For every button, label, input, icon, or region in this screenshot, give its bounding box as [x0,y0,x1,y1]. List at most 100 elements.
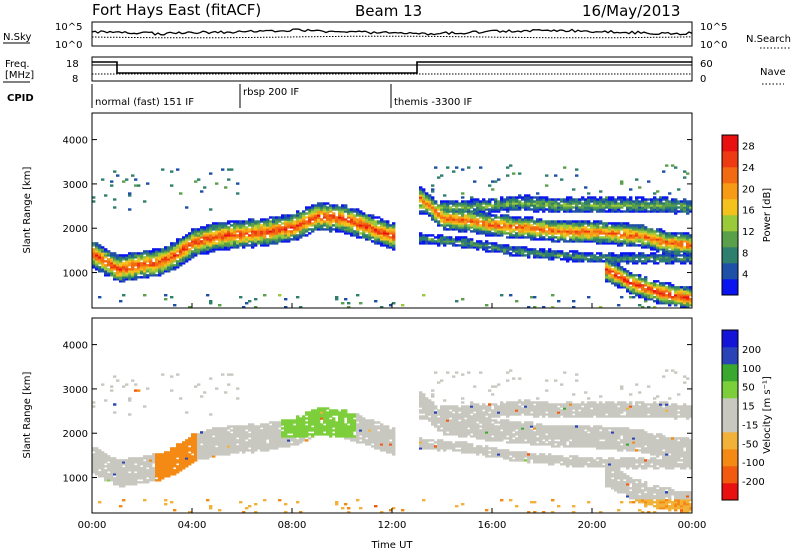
y-tick-label: 3000 [63,180,88,191]
power-cell [104,264,107,266]
power-cell [440,234,443,236]
velocity-cell [203,391,206,393]
power-cell [461,298,464,300]
power-cell [653,300,656,302]
velocity-cell [92,401,95,403]
power-cell [665,282,668,284]
power-cell [620,252,623,254]
power-cell [569,236,572,238]
power-cell [482,198,485,200]
power-cell [371,240,374,242]
power-cell [503,214,506,216]
freq-tick-top: 18 [66,59,79,70]
velocity-cell [134,383,137,385]
power-cell [122,294,125,296]
power-cell [359,302,362,304]
power-cell [116,174,119,176]
velocity-cell [167,451,170,453]
velocity-cell [143,405,146,407]
power-cell [506,244,509,246]
power-cell [473,242,476,244]
freq-label-line1: Freq. [5,59,30,70]
velocity-cell [248,439,251,441]
power-cell [671,284,674,286]
power-cell [248,228,251,230]
velocity-cell [350,413,353,415]
power-cell [134,184,137,186]
power-cell [509,216,512,218]
velocity-cell [239,425,242,427]
velocity-cell [287,419,290,421]
power-cell [653,280,656,282]
power-cell [686,172,689,174]
power-cell [644,242,647,244]
power-cell [563,198,566,200]
power-cell [260,218,263,220]
power-cell [641,196,644,198]
power-cell [437,176,440,178]
power-cell [239,296,242,298]
velocity-cell [236,387,239,389]
velocity-cell [107,455,110,457]
power-cell [128,192,131,194]
power-cell [113,252,116,254]
power-cell [638,224,641,226]
velocity-cell [188,453,191,455]
power-cell [674,286,677,288]
power-cell [494,220,497,222]
power-cell [641,278,644,280]
velocity-data-cells [92,369,692,513]
power-cell [635,244,638,246]
velocity-cell [116,459,119,461]
power-cell [662,282,665,284]
power-cell [281,222,284,224]
power-cell [467,166,470,168]
power-cell [653,296,656,298]
power-cell [515,232,518,234]
velocity-cell [218,427,221,429]
power-cell [176,238,179,240]
power-cell [245,220,248,222]
cpid-row: CPID normal (fast) 151 IF rbsp 200 IF th… [7,84,473,108]
power-cell [311,228,314,230]
power-cell [638,304,641,306]
power-cell [620,234,623,236]
power-cell [659,282,662,284]
velocity-cell [365,439,368,441]
velocity-cell [230,425,233,427]
power-cell [461,168,464,170]
power-cell [503,198,506,200]
power-cell [212,222,215,224]
velocity-cell [326,411,329,413]
power-cell [224,186,227,188]
power-cell [458,236,461,238]
power-cell [620,296,623,298]
velocity-cell [248,433,251,435]
power-cell [248,300,251,302]
power-cell [533,248,536,250]
velocity-cell [230,373,233,375]
power-cell [290,214,293,216]
power-cell [173,264,176,266]
power-cell [557,220,560,222]
velocity-cell [113,457,116,459]
power-cell [455,244,458,246]
power-cell [230,228,233,230]
power-cell [536,238,539,240]
power-cell [545,174,548,176]
velocity-cell [284,503,287,505]
power-cell [281,226,284,228]
noise-tick-bottom-right: 10^0 [700,40,727,51]
power-cell [524,194,527,196]
velocity-cell [209,377,212,379]
power-cell [638,274,641,276]
power-cell [638,244,641,246]
velocity-cell [104,469,107,471]
power-cell [491,232,494,234]
power-cell [188,248,191,250]
velocity-cell [98,471,101,473]
power-cell [170,184,173,186]
velocity-cell [137,457,140,459]
power-colorbar-label: Power [dB] [762,188,773,243]
power-cell [236,220,239,222]
